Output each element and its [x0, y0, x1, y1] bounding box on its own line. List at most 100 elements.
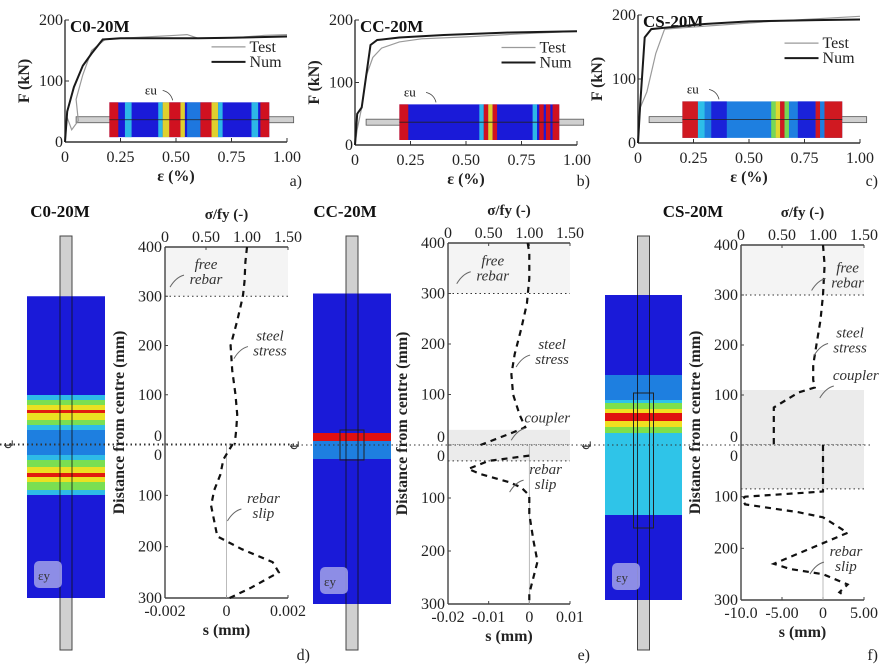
- top-x-tick-label: 1.00: [515, 225, 543, 242]
- y-tick-label: 300: [138, 288, 162, 305]
- profile-charts: εy ℄ 0 0.50 1.00 1.50 -0.002 0 0.002 400 300 200 100…: [0, 202, 879, 664]
- panel-label: e): [578, 647, 590, 664]
- shaded-region: [165, 247, 288, 297]
- legend-label-test: Test: [540, 40, 567, 57]
- x-tick-label: 0: [61, 149, 69, 166]
- annotation-rebar: rebar: [529, 462, 562, 478]
- y-tick-label: 0: [730, 448, 738, 465]
- coupler-outline: [339, 429, 365, 461]
- top-x-tick-label: 0: [161, 229, 169, 246]
- annotation-rebar: rebar: [830, 544, 863, 560]
- chart-title: CS-20M: [663, 202, 723, 221]
- x-tick-label: 0.25: [397, 152, 425, 169]
- bottom-x-tick-label: 0.01: [556, 609, 584, 626]
- top-x-axis-title: σ/fy (-): [781, 205, 825, 221]
- annotation-rebar: rebar: [831, 276, 864, 292]
- y-tick-label: 300: [714, 287, 738, 304]
- x-tick-label: 0.25: [680, 150, 708, 167]
- annotation-free: free: [481, 254, 504, 270]
- x-axis-title: ε (%): [447, 171, 485, 188]
- bottom-x-tick-label: 0: [525, 609, 533, 626]
- y-tick-label: 100: [138, 487, 162, 504]
- annotation-steel: steel: [256, 329, 284, 345]
- shaded-region: [448, 429, 570, 445]
- bottom-x-tick-label: 5.00: [850, 605, 878, 622]
- annotation-arrow: [509, 479, 524, 493]
- bottom-x-tick-label: -10.0: [724, 605, 757, 622]
- legend-box: [612, 563, 640, 590]
- leader-arrow: [162, 89, 174, 101]
- annotation-arrow: [819, 385, 834, 399]
- y-axis-title: F (kN): [16, 59, 33, 103]
- y-tick-label: 200: [329, 12, 353, 29]
- legend-label-num: Num: [823, 50, 856, 67]
- series-steel-stress: [772, 244, 826, 445]
- stress-band: [313, 441, 391, 459]
- annotation-stress: stress: [253, 344, 287, 360]
- top-x-axis-title: σ/fy (-): [205, 207, 249, 223]
- chart-b: εu 0 0.25 0.50 0.75 1.00 0 100 200 ε (%) F (kN) CC-…: [306, 12, 591, 190]
- top-x-tick-label: 0: [737, 227, 745, 244]
- annotation-steel: steel: [538, 337, 566, 353]
- y-tick-label: 0: [437, 448, 445, 465]
- bottom-x-axis-title: s (mm): [779, 624, 827, 641]
- panel-label: d): [297, 647, 310, 664]
- chart-title: CC-20M: [313, 202, 376, 221]
- annotation-slip: slip: [535, 477, 557, 493]
- y-tick-label: 100: [714, 387, 738, 404]
- y-tick-label: 100: [612, 71, 636, 88]
- x-tick-label: 0.75: [508, 152, 536, 169]
- y-tick-label: 300: [421, 596, 445, 613]
- centreline-label: ℄: [288, 441, 302, 450]
- annotation-stress: stress: [535, 352, 569, 368]
- yield-strain-label: εy: [38, 568, 50, 583]
- series-test: [354, 30, 578, 146]
- y-axis-title: Distance from centre (mm): [111, 331, 128, 515]
- centreline-label: ℄: [580, 441, 594, 450]
- panel-label: a): [290, 173, 302, 190]
- legend-box: [34, 561, 62, 588]
- series-steel-stress: [480, 242, 531, 447]
- bottom-x-tick-label: 0.002: [270, 603, 306, 620]
- stress-band: [27, 473, 105, 477]
- series-num: [637, 18, 861, 144]
- annotation-steel: steel: [836, 326, 864, 342]
- y-axis-title: F (kN): [306, 60, 323, 104]
- annotation-rebar: rebar: [247, 491, 280, 507]
- chart-title: C0-20M: [70, 17, 129, 36]
- chart-f: εy ℄ 0 0.50 1.00 1.50 -10.0 -5.00 0 5.00 400 300 200…: [0, 202, 879, 664]
- y-tick-label: 0: [730, 429, 738, 446]
- y-tick-label: 100: [714, 489, 738, 506]
- annotation-slip: slip: [835, 559, 857, 575]
- strain-label: εu: [687, 81, 699, 96]
- fe-model-column: εy: [27, 235, 105, 651]
- stress-band: [27, 430, 105, 455]
- fe-model-inset: εu: [648, 81, 868, 138]
- stress-band: [605, 413, 682, 421]
- x-tick-label: 0.50: [735, 150, 763, 167]
- bottom-x-tick-label: 0: [819, 605, 827, 622]
- legend-label-test: Test: [250, 39, 277, 56]
- annotation-free: free: [836, 261, 859, 277]
- legend-label-num: Num: [250, 54, 283, 71]
- stress-band: [313, 433, 391, 441]
- series-steel-stress: [229, 246, 249, 445]
- y-axis-title: Distance from centre (mm): [394, 332, 411, 516]
- legend-label-test: Test: [823, 35, 850, 52]
- bottom-x-tick-label: -0.002: [144, 603, 185, 620]
- top-x-axis-title: σ/fy (-): [487, 203, 531, 219]
- y-tick-label: 200: [714, 337, 738, 354]
- annotation-coupler: coupler: [524, 410, 570, 426]
- y-tick-label: 400: [714, 237, 738, 254]
- y-tick-label: 400: [138, 239, 162, 256]
- x-axis-title: ε (%): [157, 168, 195, 185]
- y-tick-label: 0: [55, 134, 63, 151]
- series-num: [64, 35, 288, 143]
- leader-arrow: [708, 89, 720, 100]
- yield-strain-label: εy: [616, 570, 628, 585]
- x-tick-label: 1.00: [563, 152, 591, 169]
- x-axis-title: ε (%): [730, 169, 768, 186]
- y-tick-label: 200: [39, 12, 63, 29]
- fe-model-inset: εu: [75, 82, 295, 138]
